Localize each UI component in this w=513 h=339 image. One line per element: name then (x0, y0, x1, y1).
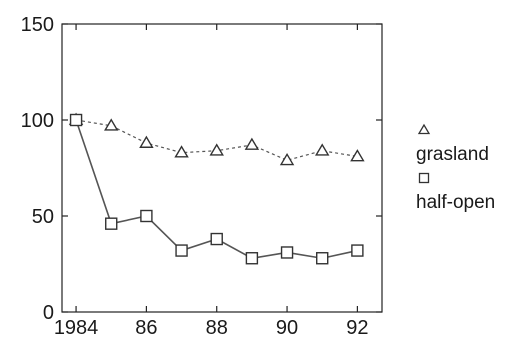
x-tick-label: 86 (135, 317, 157, 334)
legend-marker-grasland (417, 123, 431, 135)
x-tick-label: 90 (276, 317, 298, 334)
data-point-half-open (316, 252, 329, 265)
data-point-half-open (210, 232, 223, 246)
data-point-half-open (245, 252, 259, 265)
y-tick-label: 150 (21, 14, 54, 36)
legend-marker-half-open (418, 172, 430, 184)
x-tick-label: 92 (346, 317, 368, 334)
data-point-half-open (105, 217, 118, 230)
data-point-half-open (175, 244, 188, 257)
data-point-grasland (104, 118, 119, 131)
y-tick-label: 0 (43, 302, 54, 324)
plot-frame (61, 23, 383, 313)
x-tick-label: 88 (206, 317, 228, 334)
data-point-grasland (174, 145, 189, 158)
data-point-half-open (280, 246, 294, 259)
y-tick-label: 50 (32, 206, 54, 228)
legend-label-half-open: half-open (416, 192, 495, 213)
data-point-grasland (139, 135, 154, 148)
data-point-half-open (140, 209, 153, 223)
data-point-grasland (350, 149, 365, 162)
data-point-grasland (209, 143, 224, 156)
data-point-half-open (351, 244, 364, 257)
data-point-grasland (279, 152, 295, 166)
x-tick-label: 1984 (54, 317, 99, 334)
data-point-grasland (314, 143, 330, 156)
data-point-grasland (244, 137, 260, 150)
y-tick-label: 100 (21, 110, 54, 132)
data-point-half-open (69, 113, 83, 127)
legend-label-grasland: grasland (416, 144, 489, 165)
